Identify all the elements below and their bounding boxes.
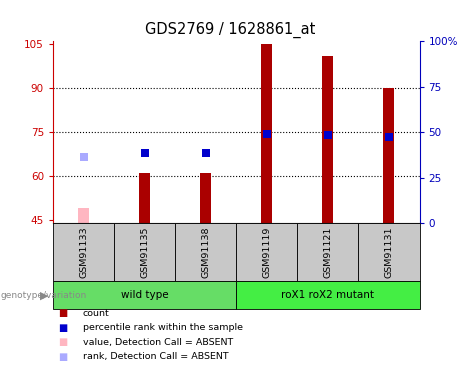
Text: ■: ■ <box>58 323 67 333</box>
Bar <box>322 56 333 223</box>
Text: ■: ■ <box>58 352 67 362</box>
Point <box>385 134 393 140</box>
Text: value, Detection Call = ABSENT: value, Detection Call = ABSENT <box>83 338 233 347</box>
Bar <box>261 44 272 223</box>
Bar <box>200 173 211 223</box>
Point <box>141 150 148 156</box>
Bar <box>53 223 114 281</box>
Text: GSM91121: GSM91121 <box>323 226 332 278</box>
Text: GSM91135: GSM91135 <box>140 226 149 278</box>
Text: count: count <box>83 309 110 318</box>
Text: GSM91138: GSM91138 <box>201 226 210 278</box>
Point <box>263 130 271 136</box>
Bar <box>236 223 297 281</box>
Text: GSM91119: GSM91119 <box>262 226 272 278</box>
Text: ■: ■ <box>58 308 67 318</box>
Text: rank, Detection Call = ABSENT: rank, Detection Call = ABSENT <box>83 352 229 362</box>
Point <box>324 132 331 138</box>
Bar <box>139 173 150 223</box>
Bar <box>175 223 236 281</box>
Point <box>202 150 209 156</box>
Bar <box>358 223 420 281</box>
Text: GSM91131: GSM91131 <box>384 226 394 278</box>
Text: roX1 roX2 mutant: roX1 roX2 mutant <box>281 290 374 300</box>
Bar <box>114 223 175 281</box>
Text: percentile rank within the sample: percentile rank within the sample <box>83 323 243 332</box>
Text: wild type: wild type <box>121 290 168 300</box>
Bar <box>384 88 395 223</box>
Text: GDS2769 / 1628861_at: GDS2769 / 1628861_at <box>145 21 316 38</box>
Text: genotype/variation: genotype/variation <box>1 291 87 300</box>
Bar <box>53 281 236 309</box>
Point <box>80 154 87 160</box>
Text: ▶: ▶ <box>40 290 48 300</box>
Text: GSM91133: GSM91133 <box>79 226 88 278</box>
Text: ■: ■ <box>58 337 67 347</box>
Bar <box>297 223 358 281</box>
Bar <box>78 209 89 223</box>
Bar <box>236 281 420 309</box>
